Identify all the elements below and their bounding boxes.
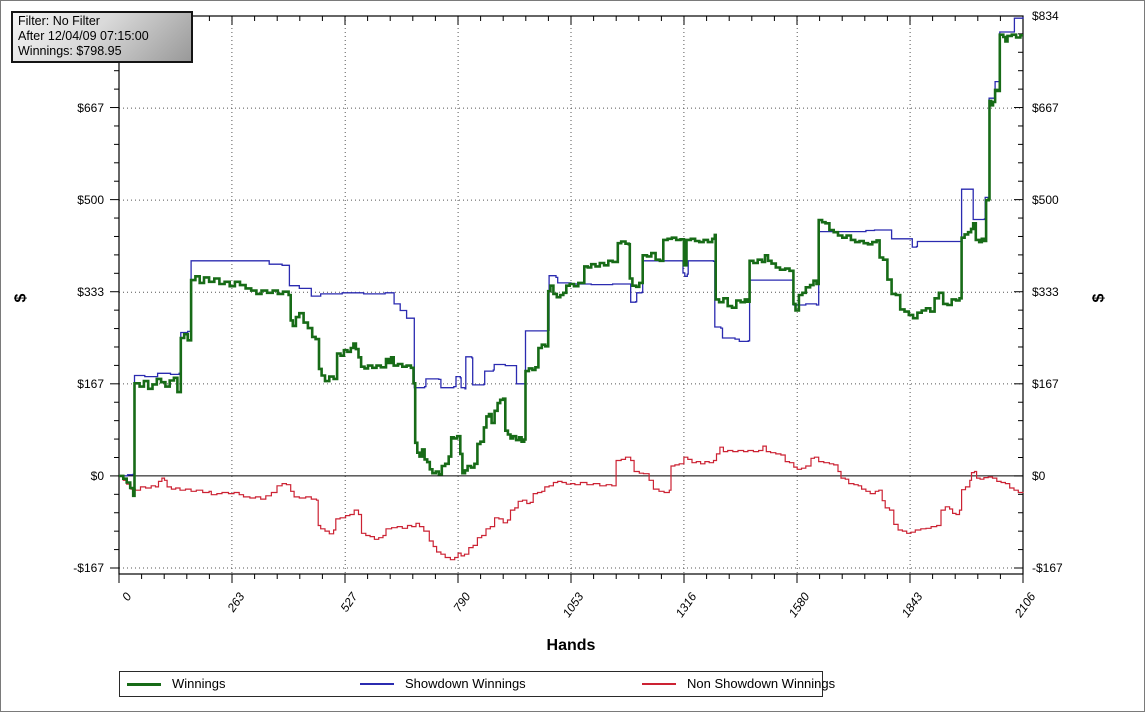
winnings-line-swatch: [127, 683, 161, 686]
chart-legend: Winnings Showdown Winnings Non Showdown …: [119, 671, 835, 697]
x-axis-title: Hands: [546, 637, 596, 654]
y-tick-label-left: $667: [77, 101, 104, 116]
filter-info-tooltip: Filter: No Filter After 12/04/09 07:15:0…: [11, 11, 193, 63]
legend-label-winnings: Winnings: [172, 676, 226, 691]
showdown-line: [119, 17, 1024, 477]
non-showdown-line-swatch: [642, 683, 676, 685]
y-tick-label-right: $333: [1032, 285, 1059, 300]
tooltip-filter-line: Filter: No Filter: [18, 14, 100, 28]
y-tick-label-right: $834: [1032, 9, 1059, 23]
y-tick-label-left: $0: [90, 468, 104, 483]
plot-area[interactable]: [119, 16, 1023, 574]
y-tick-label-right: $0: [1032, 468, 1046, 483]
y-tick-label-left: $500: [77, 193, 104, 208]
y-tick-label-left: $167: [77, 376, 104, 391]
legend-label-showdown: Showdown Winnings: [405, 676, 526, 691]
tooltip-winnings-line: Winnings: $798.95: [18, 44, 122, 58]
tooltip-after-line: After 12/04/09 07:15:00: [18, 29, 149, 43]
showdown-line-swatch: [360, 683, 394, 685]
y-axis-title-right: $: [1090, 293, 1108, 303]
winnings-line: [119, 33, 1023, 498]
y-tick-label-left: -$167: [73, 561, 104, 575]
y-axis-title-left: $: [12, 293, 30, 303]
y-tick-label-left: $333: [77, 285, 104, 300]
y-tick-label-right: $167: [1032, 376, 1059, 391]
y-tick-label-right: $500: [1032, 193, 1059, 208]
legend-label-non-showdown: Non Showdown Winnings: [687, 676, 836, 691]
y-tick-label-right: -$167: [1032, 561, 1063, 575]
y-tick-label-right: $667: [1032, 101, 1059, 116]
non-showdown-line: [119, 445, 1024, 561]
